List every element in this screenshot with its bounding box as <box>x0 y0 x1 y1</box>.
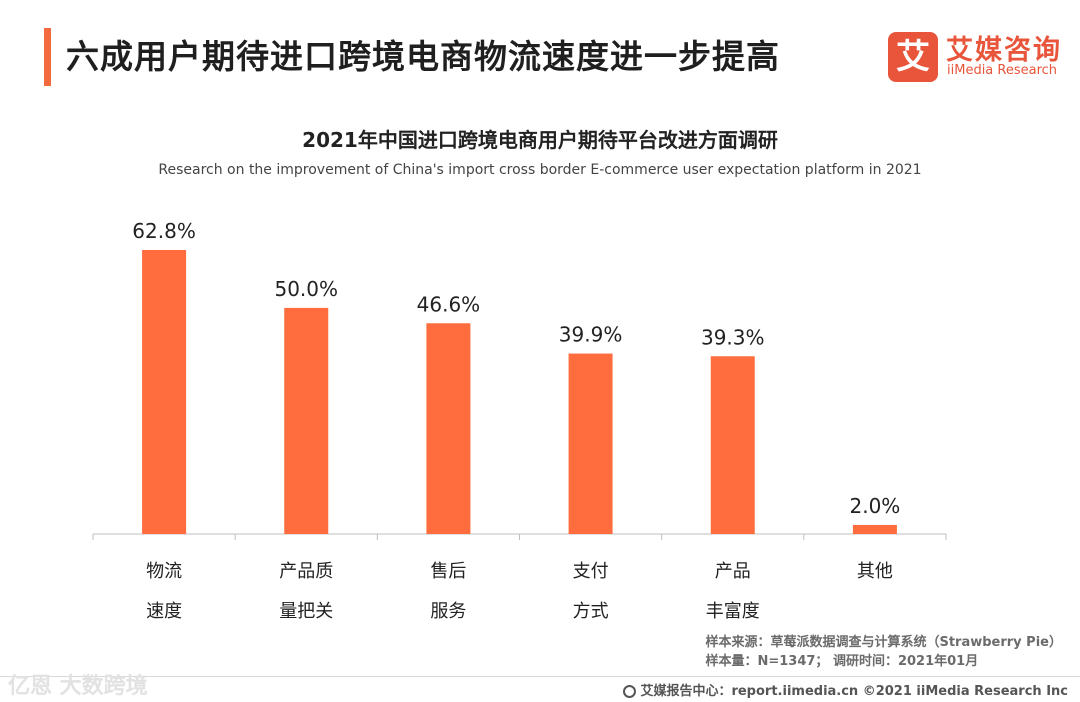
data-label: 39.9% <box>559 323 623 347</box>
data-label: 50.0% <box>274 277 338 301</box>
chart-subtitle: Research on the improvement of China's i… <box>158 162 922 178</box>
brand-mark-icon: 艾 <box>888 32 938 82</box>
category-label: 产品 <box>715 561 751 582</box>
chart-title: 2021年中国进口跨境电商用户期待平台改进方面调研 <box>302 128 778 152</box>
category-label: 支付 <box>573 561 609 582</box>
category-label: 产品质 <box>279 561 333 582</box>
category-label: 其他 <box>857 561 893 582</box>
bar <box>142 250 187 534</box>
brand-logo: 艾 艾媒咨询 iiMedia Research <box>888 30 1068 82</box>
watermark: 亿恩 大数跨境 <box>8 674 148 699</box>
bar <box>710 356 755 534</box>
data-label: 62.8% <box>132 219 196 243</box>
page-title: 六成用户期待进口跨境电商物流速度进一步提高 <box>66 37 780 76</box>
source-line-1: 样本来源：草莓派数据调查与计算系统（Strawberry Pie） <box>705 635 1062 650</box>
bar <box>284 307 329 534</box>
bar <box>426 323 471 534</box>
category-label: 服务 <box>430 601 466 622</box>
category-label: 丰富度 <box>706 601 760 622</box>
source-line-2: 样本量：N=1347； 调研时间：2021年01月 <box>705 654 979 669</box>
category-label: 速度 <box>146 601 182 622</box>
source-note: 样本来源：草莓派数据调查与计算系统（Strawberry Pie） 样本量：N=… <box>705 633 1062 671</box>
data-label: 39.3% <box>701 325 765 349</box>
category-label: 量把关 <box>279 601 333 622</box>
footer-text: 艾媒报告中心：report.iimedia.cn ©2021 iiMedia R… <box>640 684 1068 699</box>
title-accent-bar <box>44 28 51 86</box>
footer-divider <box>0 676 1080 677</box>
category-label: 售后 <box>430 561 466 582</box>
bar <box>568 353 613 534</box>
category-label: 物流 <box>146 561 182 582</box>
brand-name-cn: 艾媒咨询 <box>946 35 1062 66</box>
data-label: 46.6% <box>417 292 481 316</box>
globe-icon <box>623 685 637 698</box>
data-label: 2.0% <box>850 494 901 518</box>
category-label: 方式 <box>573 601 609 622</box>
footer: 艾媒报告中心：report.iimedia.cn ©2021 iiMedia R… <box>623 680 1068 699</box>
bar <box>852 524 897 534</box>
brand-name-en: iiMedia Research <box>947 63 1058 78</box>
